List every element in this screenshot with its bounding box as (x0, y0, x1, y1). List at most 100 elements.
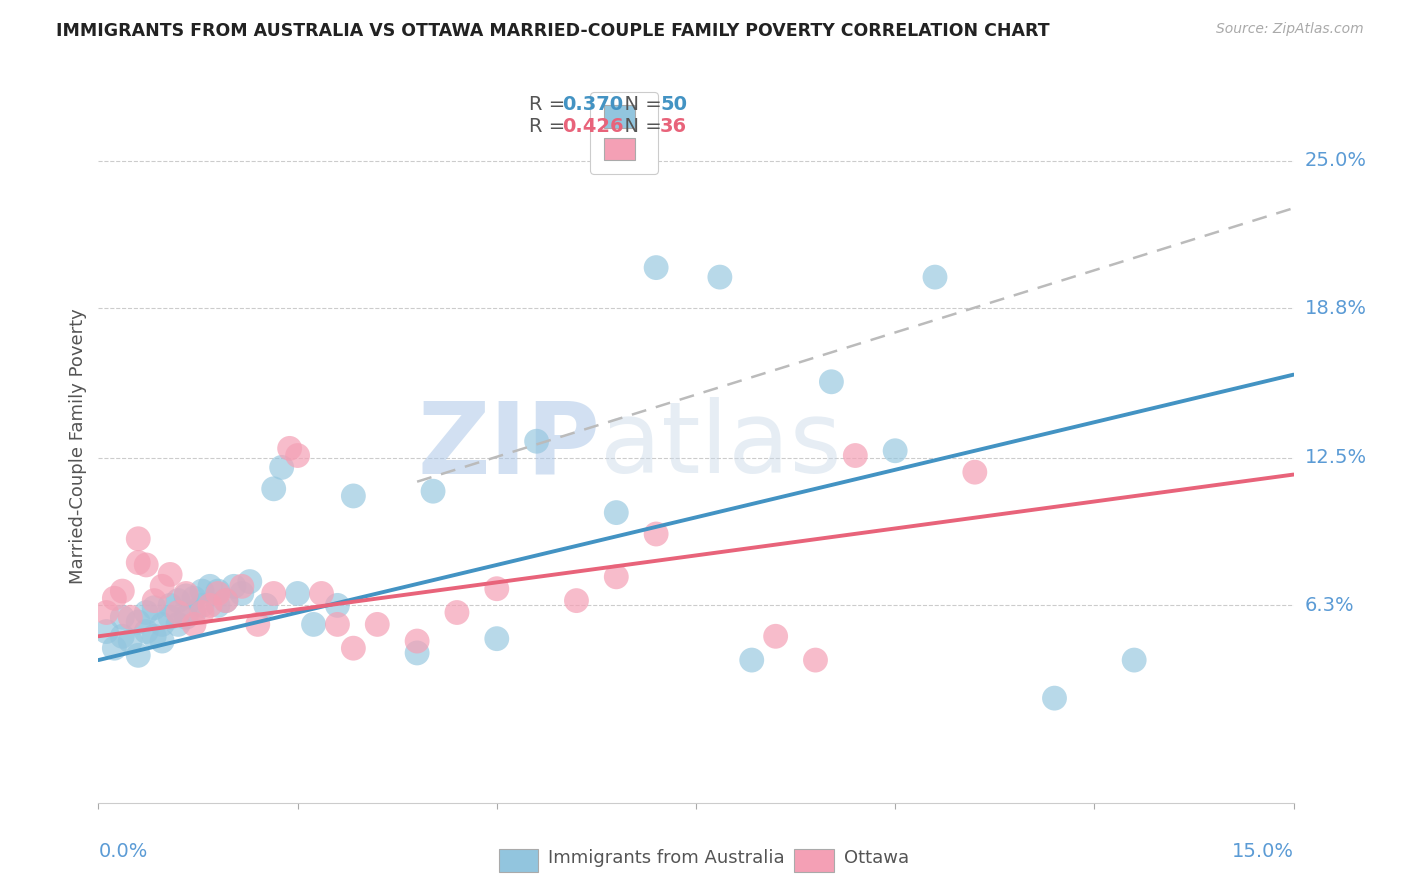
Point (1123, 653, 1146, 667)
Text: N =: N = (612, 117, 668, 136)
Point (844, 449, 866, 463)
Point (167, 593, 190, 607)
Point (183, 591, 205, 606)
Point (167, 606, 190, 620)
Point (645, 260, 668, 275)
Point (222, 579, 245, 593)
Point (111, 629, 134, 643)
Point (183, 606, 205, 620)
Point (565, 593, 588, 607)
Text: Source: ZipAtlas.com: Source: ZipAtlas.com (1216, 22, 1364, 37)
Text: 6.3%: 6.3% (1305, 596, 1354, 615)
Text: 0.0%: 0.0% (98, 842, 148, 861)
Point (120, 634, 142, 648)
Point (150, 579, 173, 593)
Point (207, 599, 229, 613)
Point (174, 589, 197, 603)
Text: Ottawa: Ottawa (844, 849, 908, 867)
Text: atlas: atlas (600, 398, 842, 494)
Point (191, 599, 214, 613)
Point (884, 443, 907, 458)
Point (103, 641, 125, 656)
Point (127, 648, 149, 663)
Point (143, 600, 166, 615)
Point (287, 586, 309, 600)
Text: ZIP: ZIP (418, 398, 600, 494)
Y-axis label: Married-Couple Family Poverty: Married-Couple Family Poverty (69, 308, 87, 584)
Point (135, 558, 157, 572)
Point (342, 489, 364, 503)
Point (246, 617, 269, 632)
Point (207, 586, 229, 600)
Point (287, 449, 309, 463)
Point (111, 584, 134, 599)
Point (96, 624, 118, 639)
Point (231, 586, 253, 600)
Point (239, 574, 262, 589)
Point (302, 617, 325, 632)
Point (820, 375, 842, 389)
Point (605, 506, 627, 520)
Point (263, 482, 285, 496)
Point (135, 606, 157, 620)
Point (143, 629, 166, 643)
Point (326, 599, 349, 613)
Point (127, 615, 149, 629)
Point (645, 527, 668, 541)
Point (150, 634, 173, 648)
Text: Immigrants from Australia: Immigrants from Australia (548, 849, 785, 867)
Point (924, 270, 946, 285)
Text: 0.426: 0.426 (562, 117, 624, 136)
Point (120, 610, 142, 624)
Text: N =: N = (612, 95, 668, 114)
Point (605, 570, 627, 584)
Point (103, 591, 125, 606)
Point (191, 606, 214, 620)
Point (174, 586, 197, 600)
Point (263, 586, 285, 600)
Text: IMMIGRANTS FROM AUSTRALIA VS OTTAWA MARRIED-COUPLE FAMILY POVERTY CORRELATION CH: IMMIGRANTS FROM AUSTRALIA VS OTTAWA MARR… (56, 22, 1050, 40)
Point (127, 532, 149, 546)
Point (963, 465, 986, 479)
Point (741, 653, 763, 667)
Point (422, 484, 444, 499)
Text: 36: 36 (661, 117, 688, 136)
Point (167, 617, 190, 632)
Text: 15.0%: 15.0% (1232, 842, 1294, 861)
Point (159, 599, 181, 613)
Point (159, 567, 181, 582)
Point (96, 606, 118, 620)
Point (207, 584, 229, 599)
Point (485, 632, 508, 646)
Point (183, 617, 205, 632)
Point (342, 641, 364, 656)
Point (150, 617, 173, 632)
Point (804, 653, 827, 667)
Point (159, 610, 181, 624)
Text: 18.8%: 18.8% (1305, 299, 1367, 318)
Point (406, 634, 429, 648)
Text: 50: 50 (661, 95, 688, 114)
Legend: , : , (591, 92, 658, 174)
Point (366, 617, 388, 632)
Text: R =: R = (529, 95, 571, 114)
Point (254, 599, 277, 613)
Point (198, 579, 221, 593)
Point (198, 599, 221, 613)
Point (406, 646, 429, 660)
Point (127, 556, 149, 570)
Text: 12.5%: 12.5% (1305, 449, 1367, 467)
Point (446, 606, 468, 620)
Text: R =: R = (529, 117, 571, 136)
Point (174, 610, 197, 624)
Point (215, 593, 238, 607)
Point (485, 582, 508, 596)
Point (111, 610, 134, 624)
Point (526, 434, 548, 449)
Point (709, 270, 731, 285)
Point (143, 593, 166, 607)
Point (1043, 691, 1066, 706)
Point (191, 584, 214, 599)
Point (270, 460, 292, 475)
Point (278, 442, 301, 456)
